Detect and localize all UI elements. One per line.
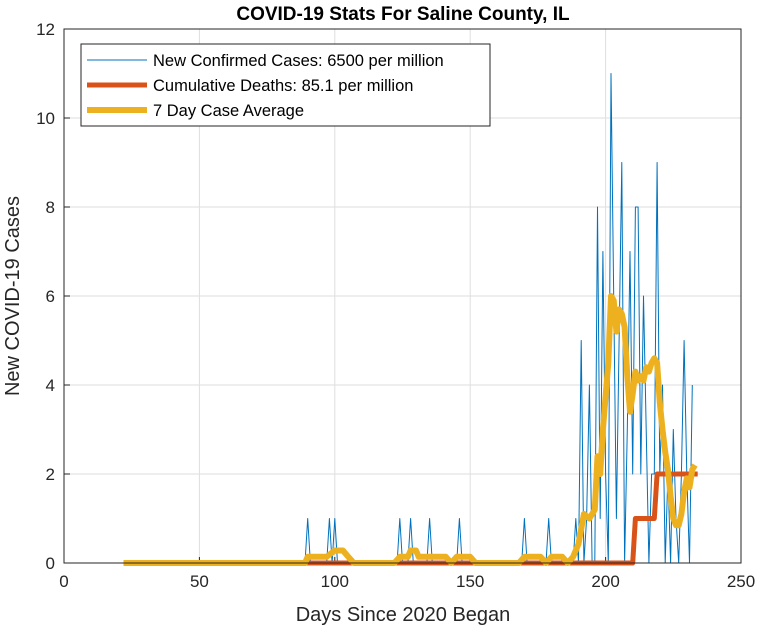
legend: New Confirmed Cases: 6500 per million Cum… [80,43,491,127]
y-tick-label: 2 [46,465,55,484]
y-tick-label: 10 [36,109,55,128]
series-7-day-average-line [123,293,698,566]
x-tick-label: 250 [727,572,755,591]
x-tick-label: 0 [59,572,68,591]
x-tick-labels: 0 50 100 150 200 250 [59,572,755,591]
chart-title: COVID-19 Stats For Saline County, IL [236,4,570,25]
plot-border [63,28,742,564]
x-tick-label: 150 [456,572,484,591]
x-tick-label: 50 [190,572,209,591]
legend-entry: New Confirmed Cases: 6500 per million [153,52,444,70]
y-tick-label: 8 [46,198,55,217]
y-tick-label: 6 [46,287,55,306]
legend-entry: Cumulative Deaths: 85.1 per million [153,77,413,95]
x-tick-label: 100 [321,572,349,591]
y-axis-label: New COVID-19 Cases [2,196,24,396]
x-tick-label: 200 [591,572,619,591]
y-tick-label: 0 [46,554,55,573]
y-tick-label: 12 [36,20,55,39]
legend-box [80,43,491,127]
y-tick-labels: 0 2 4 6 8 10 12 [36,20,55,573]
legend-entry: 7 Day Case Average [153,102,304,120]
x-axis-label: Days Since 2020 Began [296,604,511,626]
y-tick-label: 4 [46,376,55,395]
